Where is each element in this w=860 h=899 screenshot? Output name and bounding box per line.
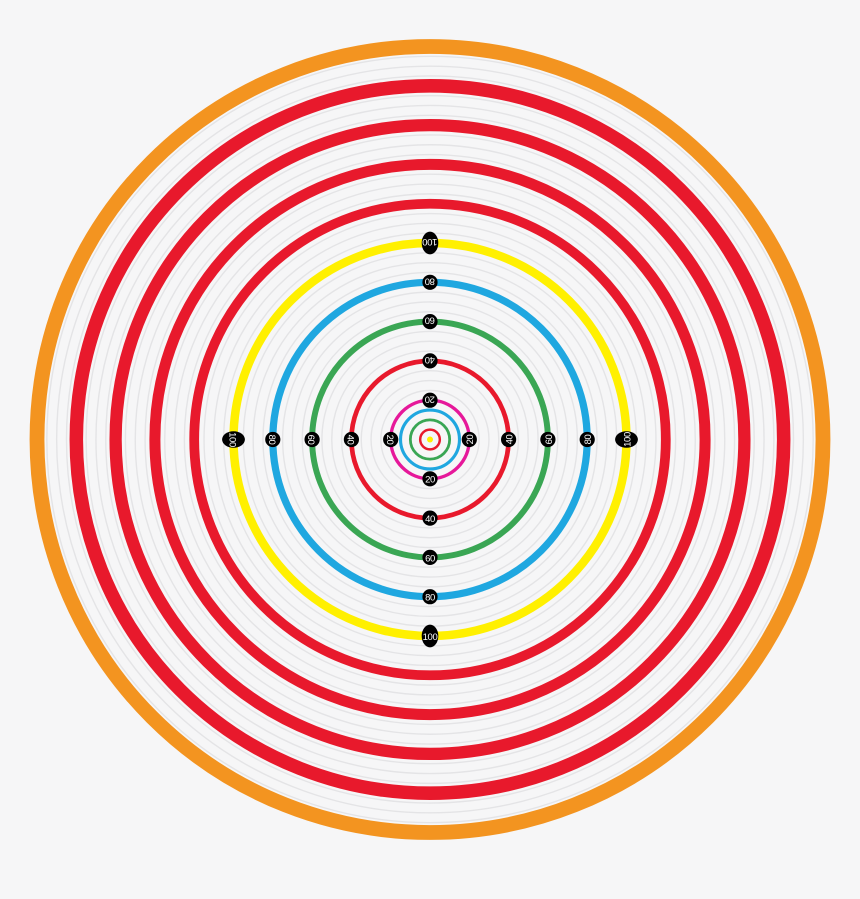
svg-text:40: 40 xyxy=(425,354,435,365)
svg-text:60: 60 xyxy=(544,435,555,445)
svg-text:100: 100 xyxy=(423,236,438,247)
svg-text:80: 80 xyxy=(583,435,594,445)
svg-text:40: 40 xyxy=(505,435,516,445)
svg-text:20: 20 xyxy=(425,393,435,404)
svg-text:80: 80 xyxy=(266,435,277,445)
svg-text:100: 100 xyxy=(227,432,238,447)
svg-text:20: 20 xyxy=(384,435,395,445)
svg-text:40: 40 xyxy=(345,435,356,445)
svg-text:20: 20 xyxy=(425,475,435,486)
svg-text:60: 60 xyxy=(425,553,435,564)
svg-text:60: 60 xyxy=(305,435,316,445)
svg-text:40: 40 xyxy=(425,514,435,525)
svg-text:60: 60 xyxy=(425,315,435,326)
svg-text:80: 80 xyxy=(425,593,435,604)
svg-text:100: 100 xyxy=(423,632,438,643)
svg-text:20: 20 xyxy=(465,435,476,445)
svg-text:100: 100 xyxy=(622,432,633,447)
svg-text:80: 80 xyxy=(425,275,435,286)
